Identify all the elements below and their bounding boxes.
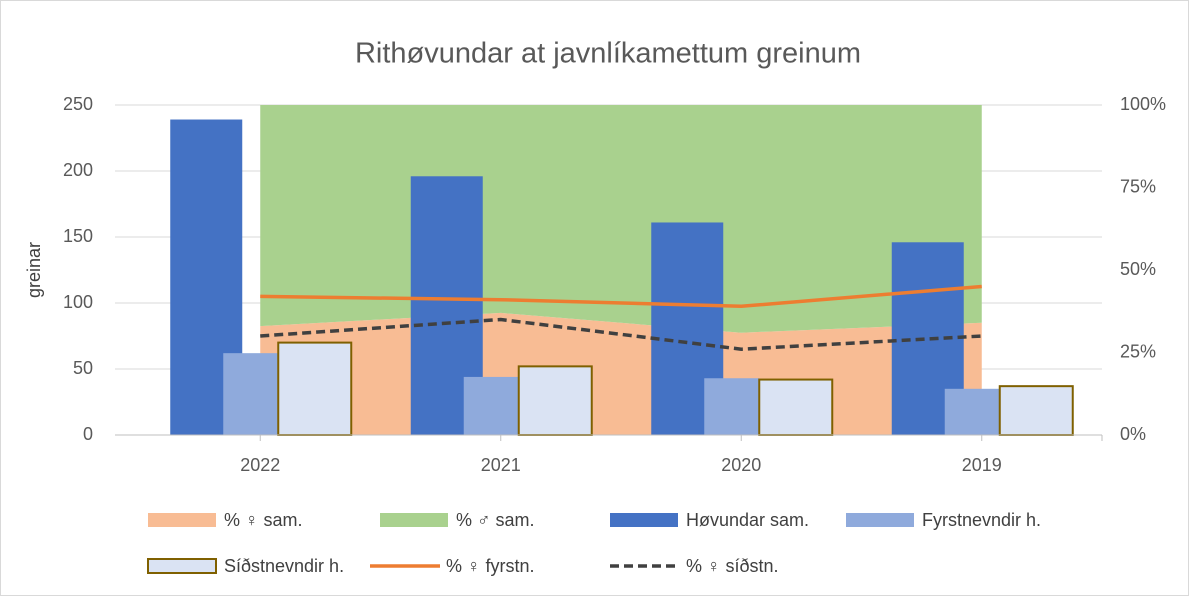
bar xyxy=(758,378,834,436)
legend-swatch xyxy=(380,513,448,527)
y2-tick-label: 75% xyxy=(1120,176,1156,196)
y-tick-label: 250 xyxy=(63,94,93,114)
line xyxy=(260,284,982,309)
y-tick-label: 100 xyxy=(63,292,93,312)
legend-label: % ♀ sam. xyxy=(224,510,303,530)
bar xyxy=(463,376,519,435)
legend-swatch xyxy=(846,513,914,527)
x-tick-label: 2019 xyxy=(962,455,1002,475)
legend-label: % ♀ fyrstn. xyxy=(446,556,535,576)
chart-title: Rithøvundar at javnlíkamettum greinum xyxy=(355,38,861,70)
y-axis-label: greinar xyxy=(24,242,44,298)
x-tick-label: 2020 xyxy=(721,455,761,475)
y-tick-label: 200 xyxy=(63,160,93,180)
bar xyxy=(277,341,353,437)
y-tick-label: 0 xyxy=(83,424,93,444)
legend-swatch xyxy=(147,558,217,574)
bar xyxy=(944,388,1000,435)
y2-tick-label: 0% xyxy=(1120,424,1146,444)
bar xyxy=(998,385,1074,437)
y-tick-label: 150 xyxy=(63,226,93,246)
x-tick-label: 2021 xyxy=(481,455,521,475)
line xyxy=(260,317,982,351)
legend-label: % ♀ síðstn. xyxy=(686,556,779,576)
legend-swatch xyxy=(148,513,216,527)
y2-tick-label: 50% xyxy=(1120,259,1156,279)
y2-tick-label: 100% xyxy=(1120,94,1166,114)
legend-label: Høvundar sam. xyxy=(686,510,809,530)
x-tick-label: 2022 xyxy=(240,455,280,475)
legend-label: % ♂ sam. xyxy=(456,510,535,530)
legend-label: Fyrstnevndir h. xyxy=(922,510,1041,530)
y-tick-label: 50 xyxy=(73,358,93,378)
legend-swatch xyxy=(610,513,678,527)
y2-tick-label: 25% xyxy=(1120,341,1156,361)
bar xyxy=(223,353,279,435)
bar xyxy=(517,365,593,436)
area xyxy=(260,312,982,435)
legend-label: Síðstnevndir h. xyxy=(224,556,344,576)
bar xyxy=(704,378,760,435)
